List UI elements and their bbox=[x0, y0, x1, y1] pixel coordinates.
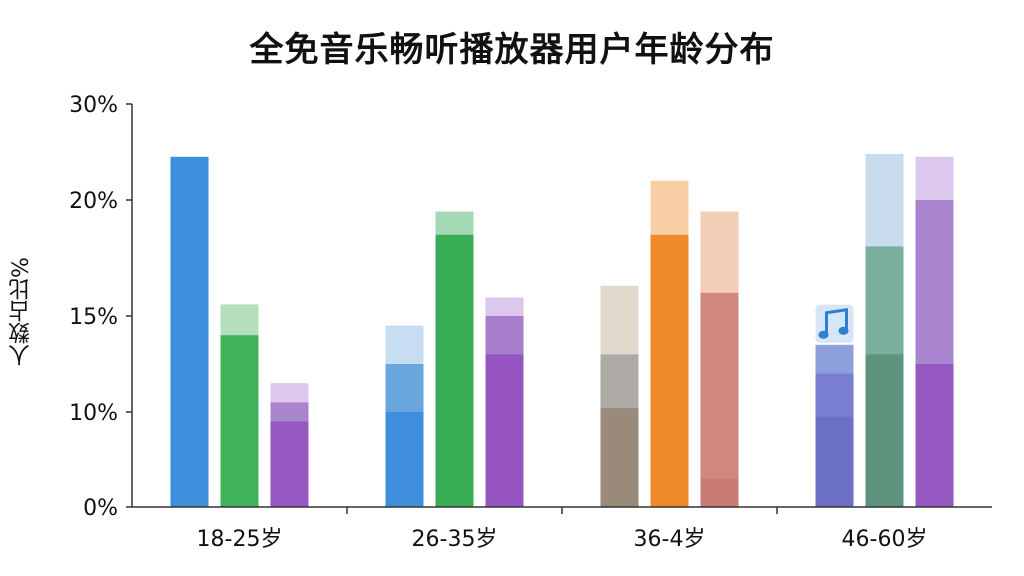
bar-2-3-segment-3 bbox=[485, 354, 524, 507]
y-tick-label: 20% bbox=[69, 189, 118, 214]
y-tick-label: 10% bbox=[69, 401, 118, 426]
bar-3-1-segment-3 bbox=[600, 408, 639, 507]
x-labels-layer: 18-25岁 26-35岁 36-4岁 46-60岁 bbox=[197, 507, 928, 552]
tick-layer: 0% 10% 15% 20% 30% bbox=[69, 93, 132, 521]
bar-3-3-segment-3 bbox=[700, 478, 739, 507]
bar-1-2-segment-2 bbox=[220, 335, 259, 507]
bar-1-1-segment-1 bbox=[170, 156, 209, 508]
x-tick-label: 18-25岁 bbox=[197, 527, 283, 552]
bar-3-3-segment-2 bbox=[700, 292, 739, 507]
y-tick-label: 15% bbox=[69, 305, 118, 330]
x-tick-label: 46-60岁 bbox=[842, 527, 928, 552]
y-tick-label: 0% bbox=[83, 496, 118, 521]
bar-2-2-segment-2 bbox=[435, 234, 474, 508]
bar-4-1-segment-3 bbox=[815, 416, 854, 507]
axes-layer bbox=[131, 104, 992, 508]
bar-1-3-segment-3 bbox=[270, 421, 309, 507]
bars-layer bbox=[170, 153, 954, 508]
x-tick-label: 36-4岁 bbox=[634, 527, 706, 552]
music-note-head bbox=[838, 326, 849, 335]
chart-title: 全免音乐畅听播放器用户年龄分布 bbox=[249, 30, 775, 70]
bar-3-2-segment-2 bbox=[650, 234, 689, 508]
music-note-head bbox=[818, 330, 829, 339]
x-tick-label: 26-35岁 bbox=[412, 527, 498, 552]
y-tick-label: 30% bbox=[69, 93, 118, 118]
icon-layer bbox=[815, 304, 854, 343]
bar-4-2-segment-3 bbox=[865, 354, 904, 507]
bar-2-1-segment-3 bbox=[385, 412, 424, 507]
bar-4-3-segment-3 bbox=[915, 364, 954, 507]
music-note-stem bbox=[825, 308, 848, 335]
